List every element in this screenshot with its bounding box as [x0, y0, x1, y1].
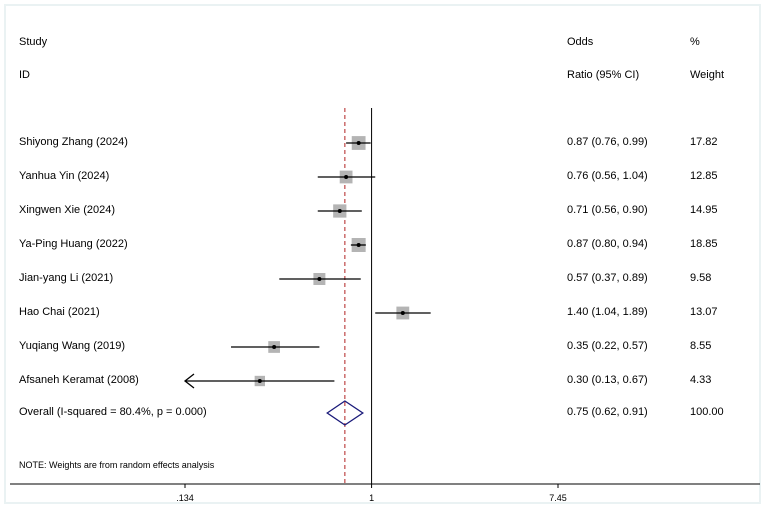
study-weight: 4.33: [690, 374, 712, 386]
study-ci: 0.76 (0.56, 1.04): [567, 170, 648, 182]
study-name: Yuqiang Wang (2019): [19, 340, 125, 352]
study-weight: 13.07: [690, 306, 718, 318]
study-weight: 18.85: [690, 238, 718, 250]
id-header: ID: [19, 69, 30, 81]
ratio-ci-header: Ratio (95% CI): [567, 69, 640, 81]
study-ci: 0.30 (0.13, 0.67): [567, 374, 648, 386]
study-weight: 12.85: [690, 170, 718, 182]
study-weight: 17.82: [690, 136, 718, 148]
study-weight: 8.55: [690, 340, 712, 352]
study-ci: 0.71 (0.56, 0.90): [567, 204, 648, 216]
overall-ci: 0.75 (0.62, 0.91): [567, 406, 648, 418]
note-text: NOTE: Weights are from random effects an…: [19, 460, 215, 470]
study-ci: 1.40 (1.04, 1.89): [567, 306, 648, 318]
plot-frame: [4, 4, 761, 504]
study-name: Hao Chai (2021): [19, 306, 100, 318]
study-weight: 14.95: [690, 204, 718, 216]
x-tick-label: .134: [176, 493, 194, 503]
point-estimate: [317, 277, 322, 281]
overall-diamond: [326, 400, 364, 426]
odds-header: Odds: [567, 36, 594, 48]
point-estimate: [337, 209, 342, 213]
study-weight: 9.58: [690, 272, 712, 284]
ci-arrow: [183, 373, 195, 389]
point-estimate: [272, 345, 277, 349]
study-name: Yanhua Yin (2024): [19, 170, 110, 182]
study-name: Ya-Ping Huang (2022): [19, 238, 128, 250]
point-estimate: [356, 141, 361, 145]
point-estimate: [356, 243, 361, 247]
weight-header: Weight: [690, 69, 725, 81]
study-ci: 0.87 (0.80, 0.94): [567, 238, 648, 250]
study-header: Study: [19, 36, 48, 48]
study-name: Jian-yang Li (2021): [19, 272, 114, 284]
overall-label: Overall (I-squared = 80.4%, p = 0.000): [19, 406, 207, 418]
point-estimate: [257, 379, 262, 383]
point-estimate: [344, 175, 349, 179]
x-tick-label: 7.45: [549, 493, 567, 503]
x-tick-label: 1: [369, 493, 375, 503]
study-ci: 0.57 (0.37, 0.89): [567, 272, 648, 284]
study-ci: 0.35 (0.22, 0.57): [567, 340, 648, 352]
overall-weight: 100.00: [690, 406, 724, 418]
study-name: Shiyong Zhang (2024): [19, 136, 128, 148]
study-ci: 0.87 (0.76, 0.99): [567, 136, 648, 148]
point-estimate: [400, 311, 405, 315]
study-name: Afsaneh Keramat (2008): [19, 374, 139, 386]
study-name: Xingwen Xie (2024): [19, 204, 116, 216]
percent-header: %: [690, 36, 700, 48]
